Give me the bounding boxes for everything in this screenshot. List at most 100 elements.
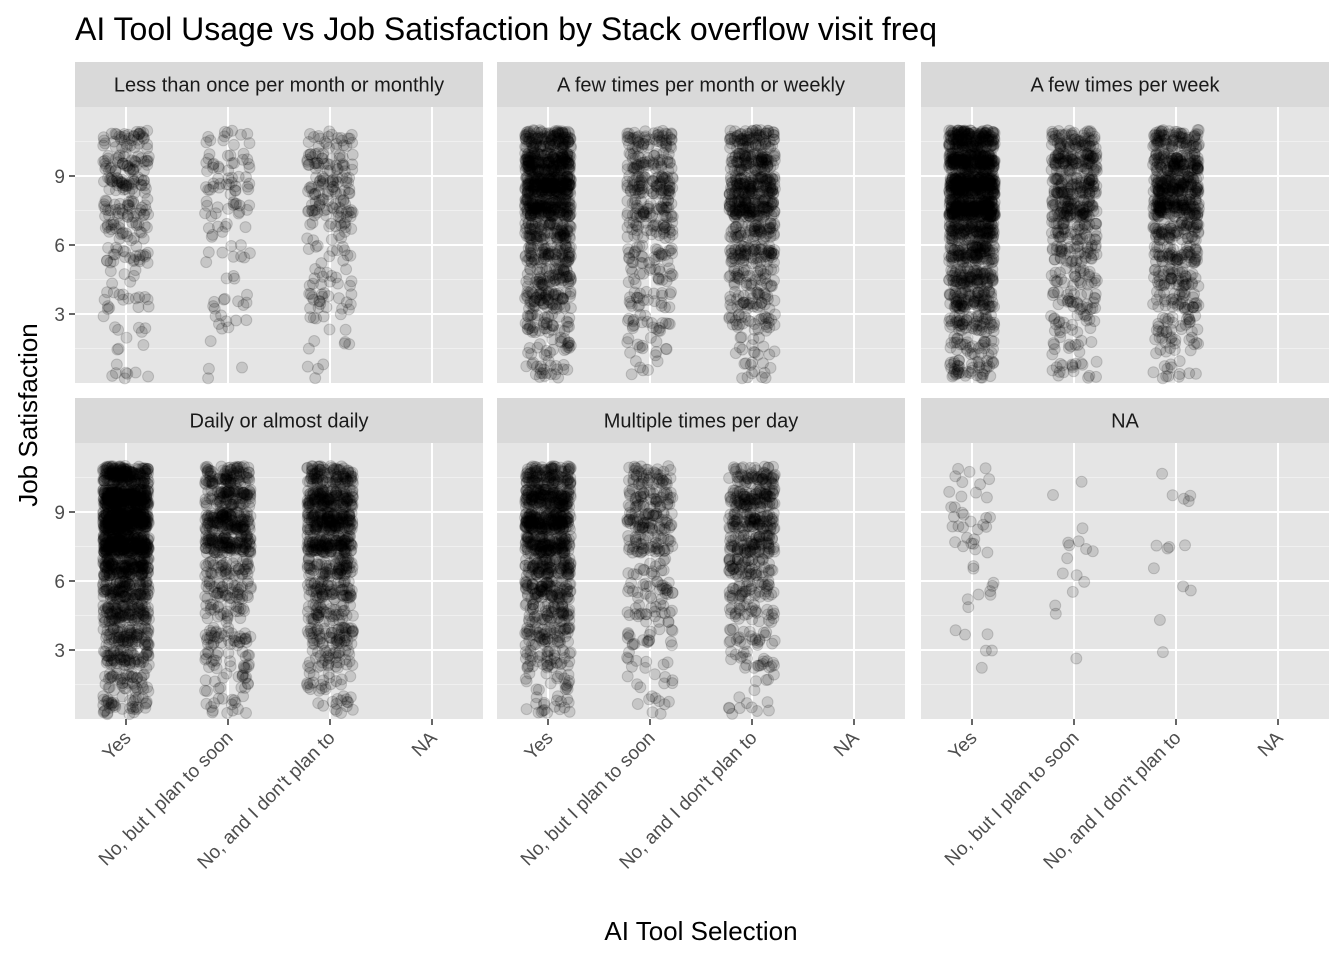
data-point <box>118 128 131 140</box>
data-point <box>111 171 124 184</box>
data-point <box>121 160 134 173</box>
data-point <box>623 251 636 264</box>
data-point <box>737 267 749 280</box>
data-point <box>659 317 672 330</box>
data-point <box>524 319 537 332</box>
data-point <box>102 149 115 162</box>
data-point <box>104 265 117 278</box>
data-point <box>758 250 771 263</box>
data-point <box>1054 152 1067 165</box>
data-point <box>123 176 136 189</box>
data-point <box>112 206 125 219</box>
data-point <box>665 208 677 221</box>
data-point <box>103 164 115 177</box>
data-point <box>558 325 571 337</box>
data-point <box>138 179 151 192</box>
data-point <box>301 155 314 168</box>
data-point <box>959 156 971 169</box>
data-point <box>985 334 998 347</box>
data-point <box>142 370 155 383</box>
data-point <box>972 286 984 299</box>
data-point <box>650 179 663 192</box>
data-point <box>208 295 221 308</box>
data-point <box>624 185 637 198</box>
data-point <box>128 186 141 199</box>
data-point <box>128 154 141 167</box>
data-point <box>139 182 152 195</box>
data-point <box>551 125 564 138</box>
data-point <box>533 275 546 288</box>
data-point <box>559 136 572 149</box>
data-point <box>200 256 213 269</box>
data-point <box>736 139 749 152</box>
data-point <box>135 226 148 239</box>
data-point <box>118 134 131 147</box>
data-point <box>137 155 150 168</box>
data-point <box>120 180 133 193</box>
data-point <box>131 133 144 146</box>
data-point <box>331 277 344 290</box>
data-point <box>1065 133 1078 146</box>
data-point <box>650 346 663 358</box>
data-point <box>101 254 113 267</box>
data-point <box>632 136 645 149</box>
data-point <box>527 356 540 369</box>
data-point <box>301 360 314 373</box>
data-point <box>227 270 240 282</box>
data-point <box>1088 177 1100 190</box>
data-point <box>945 133 958 146</box>
data-point <box>537 174 550 186</box>
facet-strip-label: Less than once per month or monthly <box>114 75 444 97</box>
data-point <box>225 240 238 252</box>
data-point <box>636 364 649 377</box>
data-point <box>629 355 642 368</box>
data-point <box>129 155 141 168</box>
data-point <box>1076 206 1089 219</box>
data-point <box>523 342 536 354</box>
data-point <box>137 339 150 351</box>
data-point <box>137 249 150 262</box>
data-point <box>130 216 142 229</box>
data-point <box>98 200 111 213</box>
data-point <box>984 210 997 223</box>
data-point <box>321 164 334 177</box>
data-point <box>656 153 669 166</box>
data-point <box>138 291 151 303</box>
data-point <box>98 134 111 147</box>
data-point <box>1090 370 1102 383</box>
data-point <box>112 151 125 164</box>
data-point <box>227 196 240 209</box>
data-point <box>951 171 964 184</box>
data-point <box>654 248 667 260</box>
data-point <box>113 175 126 188</box>
data-point <box>970 249 983 262</box>
data-point <box>744 278 757 291</box>
data-point <box>107 216 120 229</box>
data-point <box>656 130 669 143</box>
x-axis-title: AI Tool Selection <box>604 916 797 946</box>
data-point <box>106 369 119 382</box>
y-tick-label: 6 <box>54 236 65 257</box>
data-point <box>130 219 143 232</box>
data-point <box>1048 324 1061 337</box>
data-point <box>141 293 154 306</box>
data-point <box>110 152 122 165</box>
data-point <box>132 150 145 163</box>
data-point <box>127 255 140 267</box>
data-point <box>110 358 123 371</box>
data-point <box>111 172 124 185</box>
data-point <box>980 362 993 375</box>
data-point <box>103 209 116 222</box>
data-point <box>654 265 666 278</box>
data-point <box>302 136 315 148</box>
data-point <box>970 180 983 193</box>
data-point <box>314 132 327 145</box>
data-point <box>545 368 558 381</box>
data-point <box>204 335 217 348</box>
data-point <box>755 312 768 325</box>
data-point <box>1088 276 1101 289</box>
data-point <box>124 275 137 288</box>
data-point <box>1052 369 1065 382</box>
data-point <box>107 218 120 231</box>
